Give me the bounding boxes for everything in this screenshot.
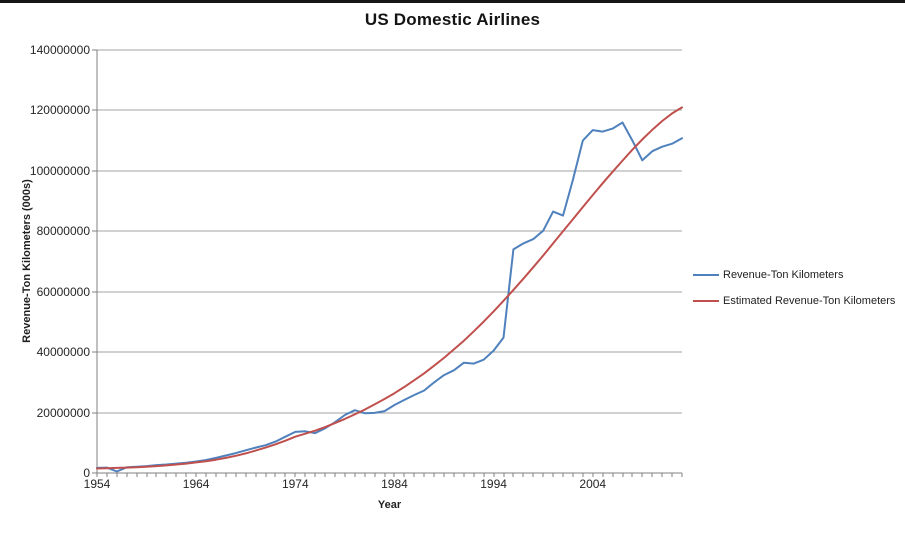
series-line-estimated[interactable] <box>96 106 683 470</box>
y-tick-label: 120000000 <box>29 103 90 118</box>
y-tick-label: 20000000 <box>36 405 90 420</box>
y-tick-label: 0 <box>83 466 90 480</box>
x-tick-label: 1984 <box>381 477 408 491</box>
y-tick-label: 100000000 <box>29 163 90 178</box>
x-tick-label: 1964 <box>182 477 210 491</box>
y-tick-label: 140000000 <box>29 43 90 57</box>
x-tick-label: 1974 <box>281 477 309 491</box>
series-line-actual[interactable] <box>96 121 683 473</box>
y-tick-label: 60000000 <box>36 284 90 299</box>
legend: Revenue-Ton Kilometers Estimated Revenue… <box>693 262 895 314</box>
x-tick-label: 1994 <box>480 477 507 491</box>
x-tick-label: 1954 <box>83 477 111 491</box>
x-tick-label: 2004 <box>579 477 607 491</box>
legend-item-estimated-revenue-ton-kilometers[interactable]: Estimated Revenue-Ton Kilometers <box>693 288 895 314</box>
y-tick-label: 40000000 <box>36 345 90 360</box>
legend-item-revenue-ton-kilometers[interactable]: Revenue-Ton Kilometers <box>693 262 895 288</box>
window-top-edge <box>0 0 905 3</box>
legend-label-estimated: Estimated Revenue-Ton Kilometers <box>723 295 896 307</box>
x-axis-title: Year <box>377 499 402 511</box>
legend-line-swatch-actual <box>693 274 719 276</box>
legend-label-actual: Revenue-Ton Kilometers <box>723 269 844 281</box>
legend-line-swatch-estimated <box>693 300 719 302</box>
chart-title: US Domestic Airlines <box>364 10 541 29</box>
y-tick-label: 80000000 <box>36 224 90 239</box>
